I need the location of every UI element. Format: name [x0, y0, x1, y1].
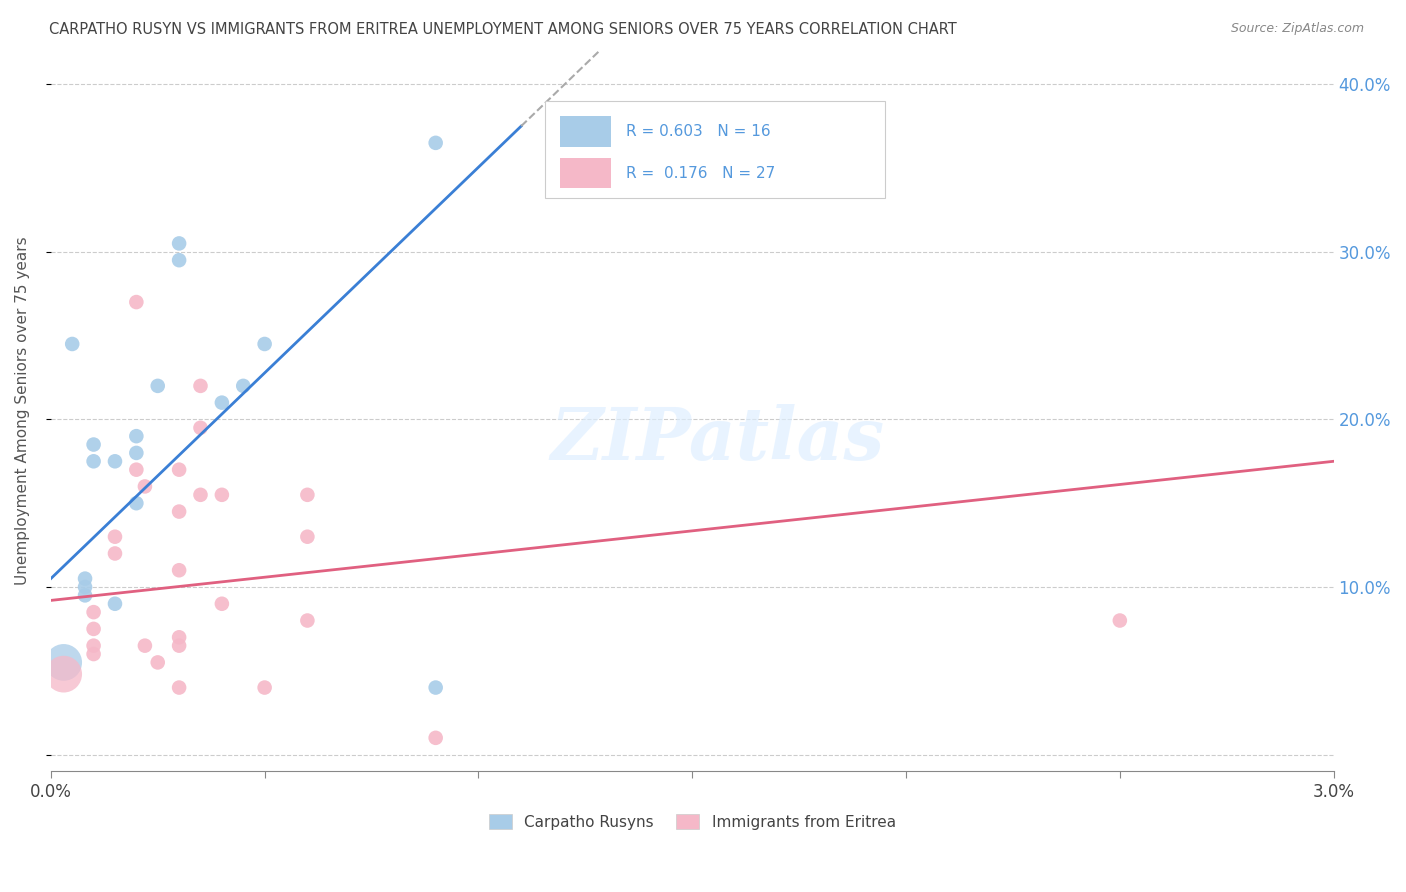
Point	[167, 236, 190, 251]
Legend: Carpatho Rusyns, Immigrants from Eritrea: Carpatho Rusyns, Immigrants from Eritrea	[482, 807, 901, 836]
Point	[52, 656, 75, 670]
Point	[125, 429, 148, 443]
Point	[125, 295, 148, 310]
Point	[297, 488, 319, 502]
Point	[73, 580, 96, 594]
Point	[190, 488, 212, 502]
Point	[211, 597, 233, 611]
Point	[83, 639, 105, 653]
Point	[146, 656, 169, 670]
Point	[134, 639, 156, 653]
Point	[167, 563, 190, 577]
Point	[125, 446, 148, 460]
Point	[253, 681, 276, 695]
Point	[1108, 614, 1130, 628]
Point	[146, 379, 169, 393]
Point	[134, 479, 156, 493]
Point	[83, 437, 105, 451]
Point	[83, 647, 105, 661]
Point	[297, 530, 319, 544]
Point	[83, 605, 105, 619]
Point	[232, 379, 254, 393]
Point	[425, 136, 447, 150]
Text: R = 0.603   N = 16: R = 0.603 N = 16	[626, 124, 770, 139]
Point	[425, 731, 447, 745]
Point	[167, 505, 190, 519]
FancyBboxPatch shape	[544, 101, 884, 198]
Point	[190, 379, 212, 393]
Text: CARPATHO RUSYN VS IMMIGRANTS FROM ERITREA UNEMPLOYMENT AMONG SENIORS OVER 75 YEA: CARPATHO RUSYN VS IMMIGRANTS FROM ERITRE…	[49, 22, 957, 37]
Point	[125, 496, 148, 510]
FancyBboxPatch shape	[560, 158, 612, 188]
Text: R =  0.176   N = 27: R = 0.176 N = 27	[626, 166, 775, 181]
Point	[104, 530, 127, 544]
Text: Source: ZipAtlas.com: Source: ZipAtlas.com	[1230, 22, 1364, 36]
Point	[104, 597, 127, 611]
Point	[297, 614, 319, 628]
Point	[73, 572, 96, 586]
Point	[211, 395, 233, 409]
Point	[83, 622, 105, 636]
Point	[60, 337, 83, 351]
Point	[104, 546, 127, 560]
Point	[253, 337, 276, 351]
Point	[190, 421, 212, 435]
Y-axis label: Unemployment Among Seniors over 75 years: Unemployment Among Seniors over 75 years	[15, 236, 30, 585]
Point	[167, 630, 190, 644]
Point	[167, 463, 190, 477]
Point	[425, 681, 447, 695]
Text: ZIPatlas: ZIPatlas	[551, 404, 884, 475]
FancyBboxPatch shape	[560, 116, 612, 146]
Point	[167, 681, 190, 695]
Point	[73, 588, 96, 602]
Point	[211, 488, 233, 502]
Point	[104, 454, 127, 468]
Point	[125, 463, 148, 477]
Point	[167, 253, 190, 268]
Point	[52, 667, 75, 681]
Point	[167, 639, 190, 653]
Point	[83, 454, 105, 468]
